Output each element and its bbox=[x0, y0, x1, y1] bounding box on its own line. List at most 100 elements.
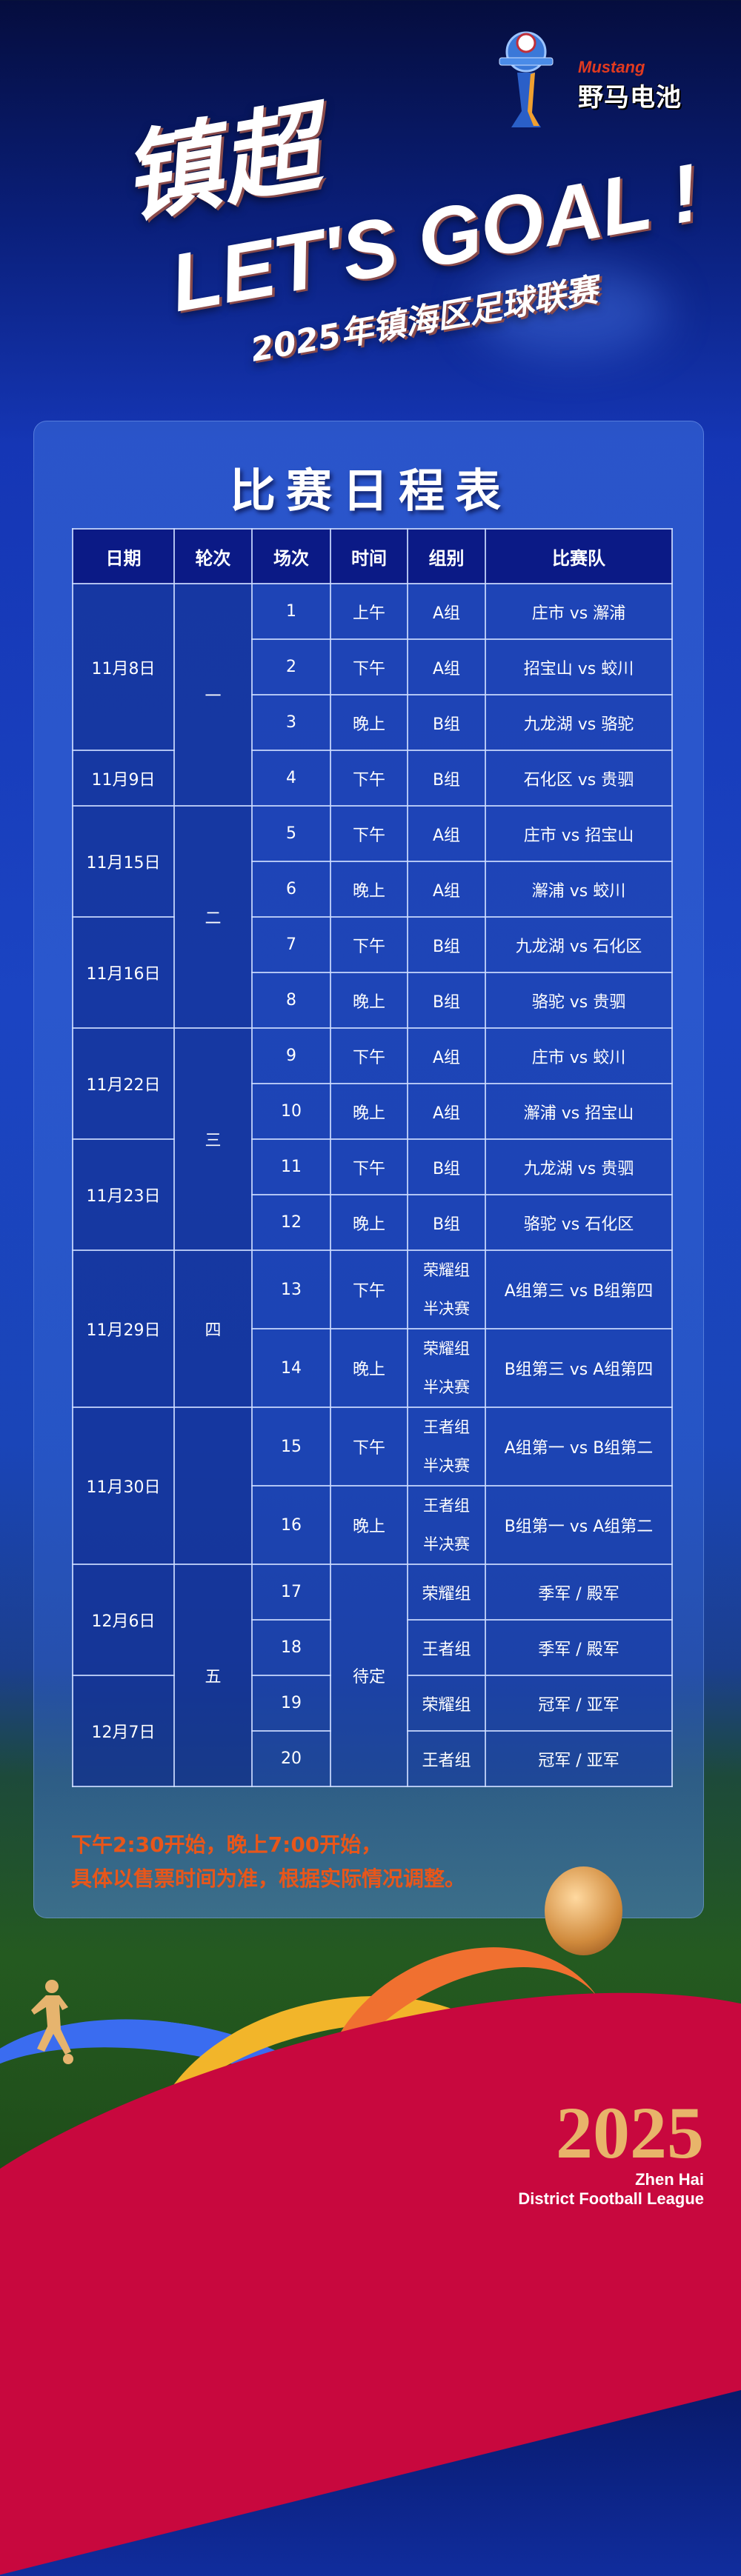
time-cell: 下午 bbox=[330, 1407, 408, 1486]
schedule-notes: 下午2:30开始，晚上7:00开始， 具体以售票时间为准，根据实际情况调整。 bbox=[71, 1828, 465, 1896]
table-row: 12月6日五 17 待定 荣耀组 季军 / 殿军 bbox=[72, 1564, 673, 1787]
match-no-cell: 10 bbox=[251, 1083, 331, 1140]
header-teams: 比赛队 bbox=[485, 528, 673, 584]
table-row: 11月8日一 1 上午 A组 庄市 vs 澥浦 bbox=[72, 583, 673, 807]
teams-cell: 庄市 vs 澥浦 bbox=[485, 583, 673, 640]
time-cell: 上午 bbox=[330, 583, 408, 640]
match-no-cell: 18 bbox=[251, 1619, 331, 1676]
time-cell: 晚上 bbox=[330, 972, 408, 1029]
group-cell: 王者组 半决赛 bbox=[407, 1485, 486, 1565]
time-cell: 下午 bbox=[330, 638, 408, 695]
league-trophy-logo bbox=[499, 31, 554, 127]
table-row: 11月30日 15 下午 王者组 半决赛 A组第一 vs B组第二 bbox=[72, 1407, 673, 1565]
group-cell: B组 bbox=[407, 750, 486, 807]
teams-cell: 石化区 vs 贵驷 bbox=[485, 750, 673, 807]
group-cell: 荣耀组 bbox=[407, 1564, 486, 1621]
teams-cell: 骆驼 vs 石化区 bbox=[485, 1194, 673, 1251]
group-cell: 荣耀组 bbox=[407, 1675, 486, 1732]
table-row: 12 晚上 B组 骆驼 vs 石化区 bbox=[73, 1194, 673, 1251]
header-date: 日期 bbox=[72, 528, 175, 584]
date-cell: 12月7日 bbox=[72, 1675, 175, 1787]
group-stage: 半决赛 bbox=[423, 1535, 470, 1553]
teams-cell: A组第三 vs B组第四 bbox=[485, 1249, 673, 1329]
match-no-cell: 5 bbox=[251, 805, 331, 862]
table-row: 2 下午 A组 招宝山 vs 蛟川 bbox=[73, 638, 673, 695]
footer-line1: Zhen Hai bbox=[635, 2170, 704, 2189]
header-round: 轮次 bbox=[173, 528, 253, 584]
group-cell: 王者组 bbox=[407, 1730, 486, 1787]
group-cell: 王者组 半决赛 bbox=[407, 1407, 486, 1486]
group-cell: 荣耀组 半决赛 bbox=[407, 1328, 486, 1408]
group-name: 王者组 bbox=[423, 1418, 470, 1436]
table-row: 11月22日三 9 下午 A组 庄市 vs 蛟川 bbox=[72, 1027, 673, 1251]
match-no-cell: 16 bbox=[251, 1485, 331, 1565]
group-name: 王者组 bbox=[423, 1497, 470, 1515]
date-cell: 11月30日 bbox=[72, 1407, 175, 1565]
match-no-cell: 4 bbox=[251, 750, 331, 807]
teams-cell: 季军 / 殿军 bbox=[485, 1619, 673, 1676]
sponsor-brand-en: Mustang bbox=[578, 58, 645, 76]
teams-cell: A组第一 vs B组第二 bbox=[485, 1407, 673, 1486]
group-cell: 荣耀组 半决赛 bbox=[407, 1249, 486, 1329]
table-header-row: 日期 轮次 场次 时间 组别 比赛队 bbox=[72, 528, 673, 584]
schedule-table: 日期 轮次 场次 时间 组别 比赛队 11月8日一 1 上午 A组 庄市 vs 澥浦 2 下… bbox=[72, 528, 673, 1787]
group-cell: A组 bbox=[407, 583, 486, 640]
match-no-cell: 7 bbox=[251, 916, 331, 973]
teams-cell: 招宝山 vs 蛟川 bbox=[485, 638, 673, 695]
table-row: 8 晚上 B组 骆驼 vs 贵驷 bbox=[73, 972, 673, 1029]
schedule-title: 比赛日程表 bbox=[229, 464, 511, 518]
table-row: 6 晚上 A组 澥浦 vs 蛟川 bbox=[73, 861, 673, 918]
match-no-cell: 20 bbox=[251, 1730, 331, 1787]
footer-year: 2025 bbox=[556, 2092, 704, 2174]
date-cell: 11月9日 bbox=[72, 750, 175, 807]
date-cell: 11月22日 bbox=[72, 1027, 175, 1140]
date-cell: 11月23日 bbox=[72, 1138, 175, 1251]
header-match-no: 场次 bbox=[251, 528, 331, 584]
match-no-cell: 3 bbox=[251, 694, 331, 751]
group-stage: 半决赛 bbox=[423, 1300, 470, 1318]
teams-cell: 九龙湖 vs 骆驼 bbox=[485, 694, 673, 751]
match-no-cell: 19 bbox=[251, 1675, 331, 1732]
round-cell: 二 bbox=[173, 805, 253, 1029]
time-cell: 晚上 bbox=[330, 1194, 408, 1251]
teams-cell: 庄市 vs 蛟川 bbox=[485, 1027, 673, 1084]
round-cell: 一 bbox=[173, 583, 253, 807]
sponsor-logo: Mustang 野马电池 bbox=[578, 58, 682, 113]
table-row: 12月7日 19 荣耀组 冠军 / 亚军 bbox=[72, 1675, 673, 1787]
footer-line2: District Football League bbox=[518, 2189, 704, 2208]
group-cell: B组 bbox=[407, 694, 486, 751]
teams-cell: 庄市 vs 招宝山 bbox=[485, 805, 673, 862]
group-cell: B组 bbox=[407, 1138, 486, 1195]
teams-cell: 冠军 / 亚军 bbox=[485, 1675, 673, 1732]
group-name: 荣耀组 bbox=[423, 1261, 470, 1279]
group-name: 荣耀组 bbox=[423, 1340, 470, 1358]
group-stage: 半决赛 bbox=[423, 1378, 470, 1396]
match-no-cell: 14 bbox=[251, 1328, 331, 1408]
match-no-cell: 2 bbox=[251, 638, 331, 695]
time-cell: 晚上 bbox=[330, 694, 408, 751]
match-no-cell: 8 bbox=[251, 972, 331, 1029]
table-row: 10 晚上 A组 澥浦 vs 招宝山 bbox=[73, 1083, 673, 1140]
date-cell: 12月6日 bbox=[72, 1564, 175, 1676]
match-no-cell: 9 bbox=[251, 1027, 331, 1084]
match-no-cell: 11 bbox=[251, 1138, 331, 1195]
header-time: 时间 bbox=[330, 528, 408, 584]
round-cell: 五 bbox=[173, 1564, 253, 1787]
time-cell: 下午 bbox=[330, 1249, 408, 1329]
time-cell: 晚上 bbox=[330, 1328, 408, 1408]
table-row: 14 晚上 荣耀组 半决赛 B组第三 vs A组第四 bbox=[73, 1328, 673, 1408]
table-row: 11月15日二 5 下午 A组 庄市 vs 招宝山 bbox=[72, 805, 673, 1029]
date-cell: 11月29日 bbox=[72, 1249, 175, 1408]
teams-cell: 九龙湖 vs 贵驷 bbox=[485, 1138, 673, 1195]
date-cell: 11月15日 bbox=[72, 805, 175, 918]
time-cell: 晚上 bbox=[330, 861, 408, 918]
time-cell: 下午 bbox=[330, 916, 408, 973]
match-no-cell: 6 bbox=[251, 861, 331, 918]
note-line: 具体以售票时间为准，根据实际情况调整。 bbox=[71, 1866, 466, 1891]
hero-title-cn: 镇超 bbox=[113, 90, 329, 238]
table-row: 3 晚上 B组 九龙湖 vs 骆驼 bbox=[73, 694, 673, 751]
table-row: 11月29日四 13 下午 荣耀组 半决赛 A组第三 vs B组第四 bbox=[72, 1249, 673, 1408]
teams-cell: 季军 / 殿军 bbox=[485, 1564, 673, 1621]
teams-cell: 冠军 / 亚军 bbox=[485, 1730, 673, 1787]
time-cell: 下午 bbox=[330, 1027, 408, 1084]
